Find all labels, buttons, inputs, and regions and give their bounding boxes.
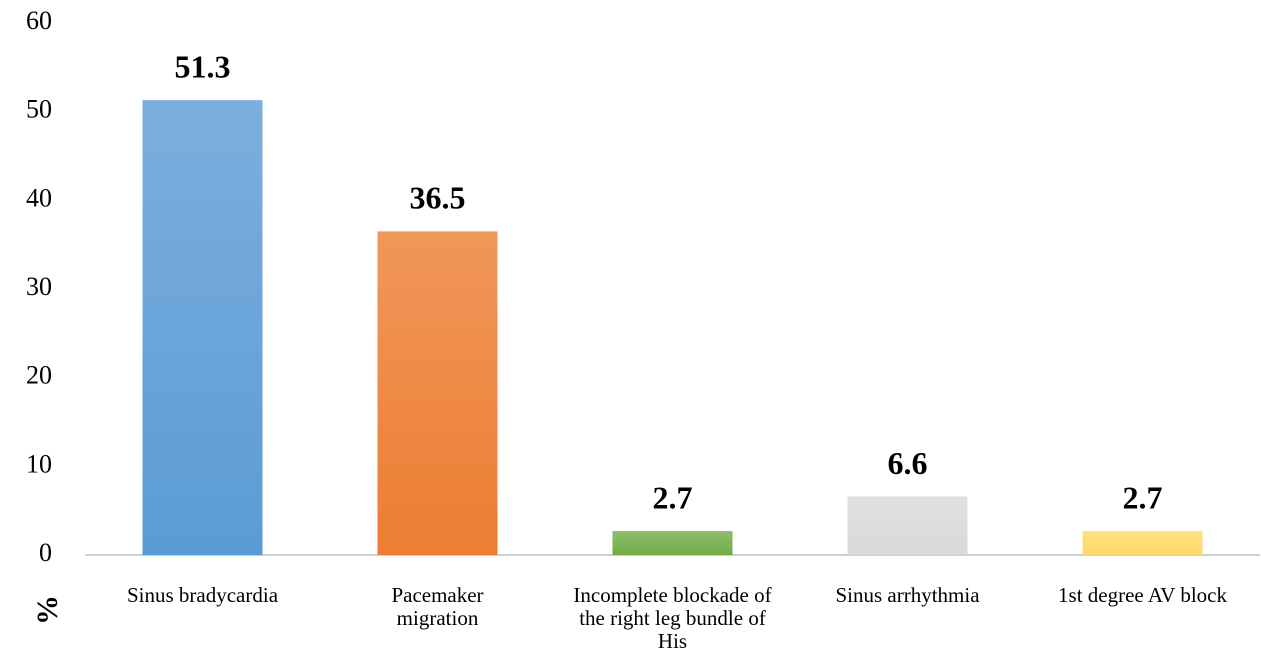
- x-tick-label: Sinus arrhythmia: [835, 583, 980, 607]
- bar: [142, 100, 263, 555]
- y-tick-label: 50: [26, 95, 52, 124]
- value-label: 6.6: [888, 445, 928, 481]
- y-tick-label: 10: [26, 449, 52, 478]
- value-label: 51.3: [175, 48, 231, 84]
- y-axis-label: %: [31, 595, 64, 625]
- value-label: 2.7: [1123, 479, 1163, 515]
- x-tick-label: Sinus bradycardia: [126, 583, 279, 607]
- y-tick-label: 30: [26, 272, 52, 301]
- bar: [1082, 531, 1203, 555]
- y-tick-label: 40: [26, 183, 52, 212]
- y-tick-label: 60: [26, 6, 52, 35]
- x-tick-label: 1st degree AV block: [1058, 583, 1227, 607]
- x-tick-label: Pacemaker migration: [391, 583, 484, 630]
- bar: [377, 231, 498, 555]
- value-label: 2.7: [653, 479, 693, 515]
- y-tick-label: 20: [26, 361, 52, 390]
- value-label: 36.5: [410, 180, 466, 216]
- bar: [612, 531, 733, 555]
- bar: [847, 496, 968, 555]
- y-tick-label: 0: [39, 538, 52, 567]
- x-tick-label: Incomplete blockade of the right leg bun…: [573, 583, 772, 653]
